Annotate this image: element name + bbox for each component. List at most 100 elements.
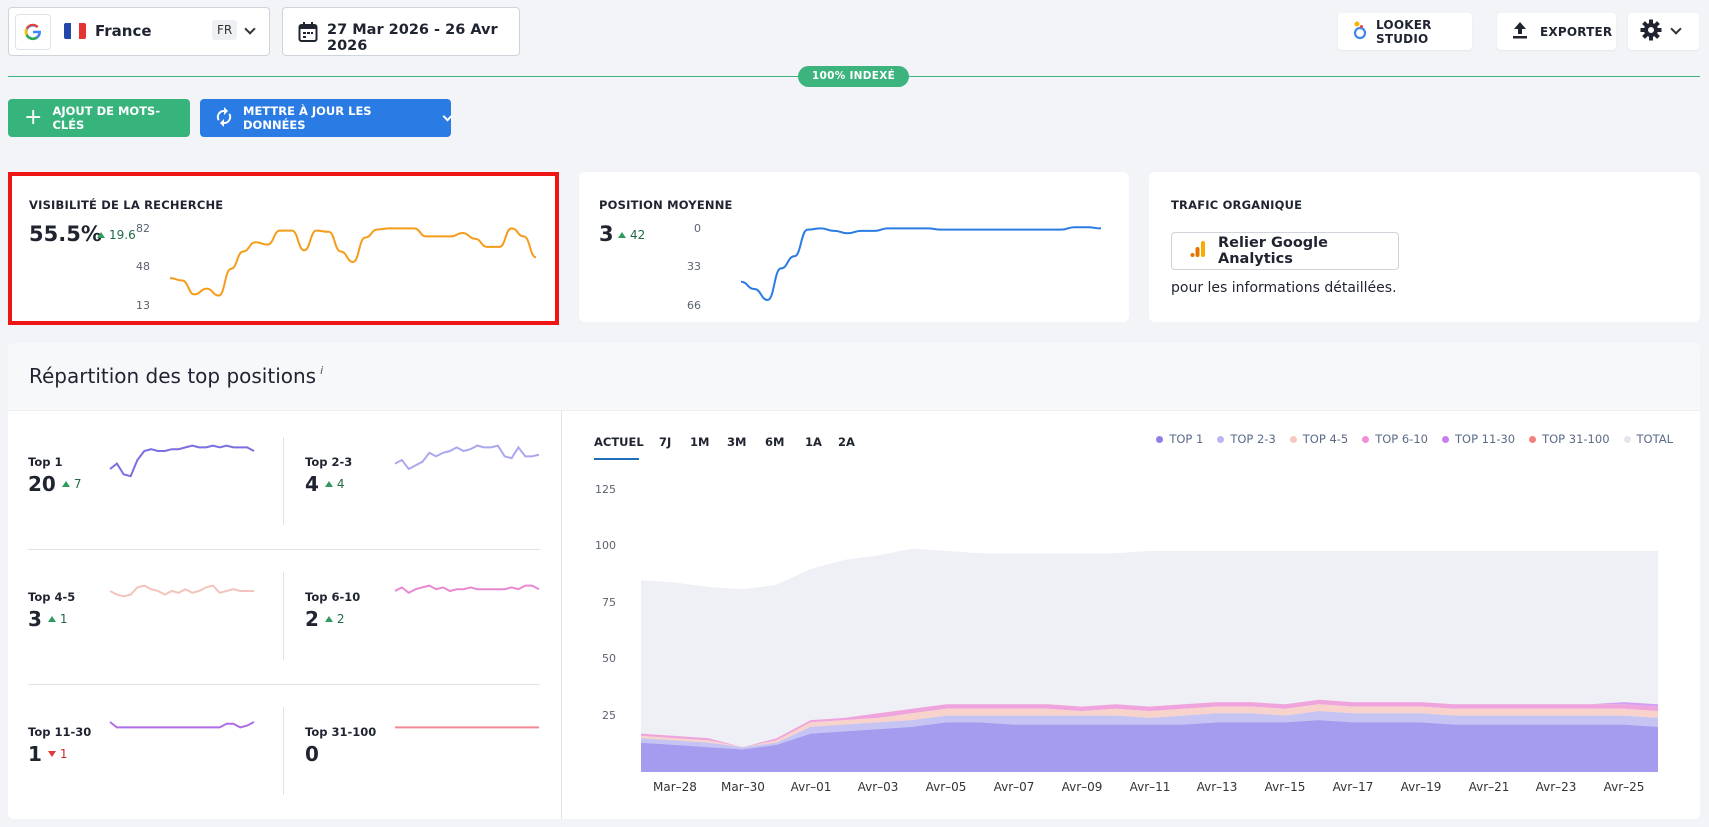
sparkline-path — [394, 444, 540, 471]
chevron-down-icon — [442, 111, 453, 121]
position-stat-delta: 7 — [61, 477, 81, 491]
date-range-text: 27 Mar 2026 - 26 Avr 2026 — [327, 22, 498, 54]
position-stat-label: Top 6-10 — [305, 590, 361, 604]
index-badge: 100% INDEXÉ — [798, 66, 909, 87]
export-button[interactable]: EXPORTER — [1497, 13, 1616, 50]
gear-icon — [1640, 19, 1662, 44]
visibility-axis-mid: 48 — [136, 260, 150, 273]
series-top-4-5-area — [641, 704, 1658, 748]
x-tick-label: Avr–13 — [1196, 780, 1238, 794]
plus-icon: + — [24, 105, 43, 130]
refresh-icon — [215, 106, 233, 130]
position-stat-value: 4 — [305, 472, 319, 496]
x-tick-label: Avr–09 — [1061, 780, 1103, 794]
legend-item[interactable]: TOTAL — [1623, 432, 1673, 446]
panel-header: Répartition des top positions i — [8, 343, 1700, 411]
legend-item[interactable]: TOP 2-3 — [1217, 432, 1276, 446]
legend-dot-icon — [1442, 435, 1450, 443]
panel-divider — [561, 411, 562, 819]
arrow-up-icon — [47, 616, 56, 622]
x-tick-label: Avr–17 — [1332, 780, 1374, 794]
row-divider — [28, 684, 540, 685]
tab-3m[interactable]: 3M — [727, 435, 747, 449]
legend-dot-icon — [1156, 435, 1164, 443]
position-stat-top11_30: Top 11-30 1 1 — [28, 725, 91, 766]
legend-item[interactable]: TOP 31-100 — [1529, 432, 1610, 446]
add-keywords-button[interactable]: + AJOUT DE MOTS-CLÉS — [8, 99, 190, 137]
tab-actuel[interactable]: ACTUEL — [594, 435, 644, 449]
sparkline-top2_3 — [394, 444, 540, 471]
position-stat-label: Top 2-3 — [305, 455, 353, 469]
sparkline-path — [109, 721, 255, 729]
x-tick-label: Avr–21 — [1468, 780, 1510, 794]
chevron-down-icon — [244, 23, 256, 35]
traffic-title: TRAFIC ORGANIQUE — [1171, 198, 1303, 212]
google-icon — [15, 14, 51, 50]
position-stat-value: 2 — [305, 607, 319, 631]
x-tick-label: Avr–11 — [1129, 780, 1171, 794]
position-value: 3 — [599, 222, 614, 246]
position-stat-value: 1 — [28, 742, 42, 766]
x-tick-label: Avr–25 — [1603, 780, 1645, 794]
legend-dot-icon — [1362, 435, 1370, 443]
legend-item[interactable]: TOP 1 — [1156, 432, 1203, 446]
looker-studio-label: LOOKER STUDIO — [1376, 17, 1432, 46]
traffic-note: pour les informations détaillées. — [1171, 280, 1397, 296]
upload-icon — [1512, 21, 1528, 42]
position-axis-top: 0 — [694, 222, 701, 235]
position-axis-mid: 33 — [687, 260, 701, 273]
y-tick-label: 75 — [602, 596, 616, 609]
position-stat-top31_100: Top 31-100 0 — [305, 725, 376, 766]
legend-dot-icon — [1623, 435, 1631, 443]
visibility-title: VISIBILITÉ DE LA RECHERCHE — [29, 198, 224, 212]
legend-item[interactable]: TOP 11-30 — [1442, 432, 1515, 446]
visibility-axis-max: 82 — [136, 222, 150, 235]
x-tick-label: Avr–15 — [1264, 780, 1306, 794]
visibility-line-chart — [169, 227, 537, 297]
panel-title: Répartition des top positions i — [29, 364, 324, 388]
position-stat-delta: 1 — [47, 612, 68, 626]
country-selector[interactable]: France FR — [8, 7, 270, 56]
position-stat-value: 3 — [28, 607, 42, 631]
sparkline-top1 — [109, 444, 255, 478]
x-tick-label: Avr–07 — [993, 780, 1035, 794]
info-icon[interactable]: i — [320, 364, 324, 377]
tab-7j[interactable]: 7J — [659, 435, 672, 449]
position-stat-top1: Top 1 20 7 — [28, 455, 81, 496]
settings-button[interactable] — [1628, 13, 1699, 50]
position-card: POSITION MOYENNE 3 42 0 33 66 — [579, 172, 1129, 322]
position-stat-top2_3: Top 2-3 4 4 — [305, 455, 352, 496]
update-data-button[interactable]: METTRE À JOUR LES DONNÉES — [200, 99, 453, 137]
legend-dot-icon — [1529, 435, 1537, 443]
sparkline-top4_5 — [109, 584, 254, 598]
position-stat-value: 0 — [305, 742, 319, 766]
export-label: EXPORTER — [1540, 24, 1613, 39]
tab-6m[interactable]: 6M — [765, 435, 785, 449]
looker-studio-button[interactable]: LOOKER STUDIO — [1338, 13, 1472, 50]
top-positions-area-chart — [641, 548, 1658, 772]
position-stat-label: Top 31-100 — [305, 725, 377, 739]
tab-1a[interactable]: 1A — [805, 435, 822, 449]
connect-google-analytics-button[interactable]: Relier Google Analytics — [1171, 232, 1399, 270]
x-tick-label: Mar–28 — [653, 780, 697, 794]
position-series-line — [740, 226, 1102, 301]
sparkline-path — [109, 444, 255, 478]
sparkline-top11_30 — [109, 721, 255, 729]
position-line-chart — [740, 226, 1102, 301]
y-tick-label: 100 — [595, 539, 616, 552]
active-tab-underline — [594, 458, 639, 460]
visibility-delta: 19.6 — [97, 228, 136, 242]
position-stat-label: Top 4-5 — [28, 590, 76, 604]
update-data-label: METTRE À JOUR LES DONNÉES — [243, 104, 372, 132]
sparkline-path — [394, 584, 540, 594]
tab-1m[interactable]: 1M — [690, 435, 710, 449]
legend-item[interactable]: TOP 6-10 — [1362, 432, 1428, 446]
date-range-picker[interactable]: 27 Mar 2026 - 26 Avr 2026 — [282, 7, 520, 56]
x-tick-label: Avr–01 — [790, 780, 832, 794]
tab-2a[interactable]: 2A — [838, 435, 855, 449]
position-stat-delta: 1 — [47, 747, 68, 761]
column-divider — [283, 572, 284, 660]
arrow-up-icon — [324, 616, 333, 622]
looker-studio-icon — [1353, 20, 1367, 43]
legend-item[interactable]: TOP 4-5 — [1289, 432, 1348, 446]
